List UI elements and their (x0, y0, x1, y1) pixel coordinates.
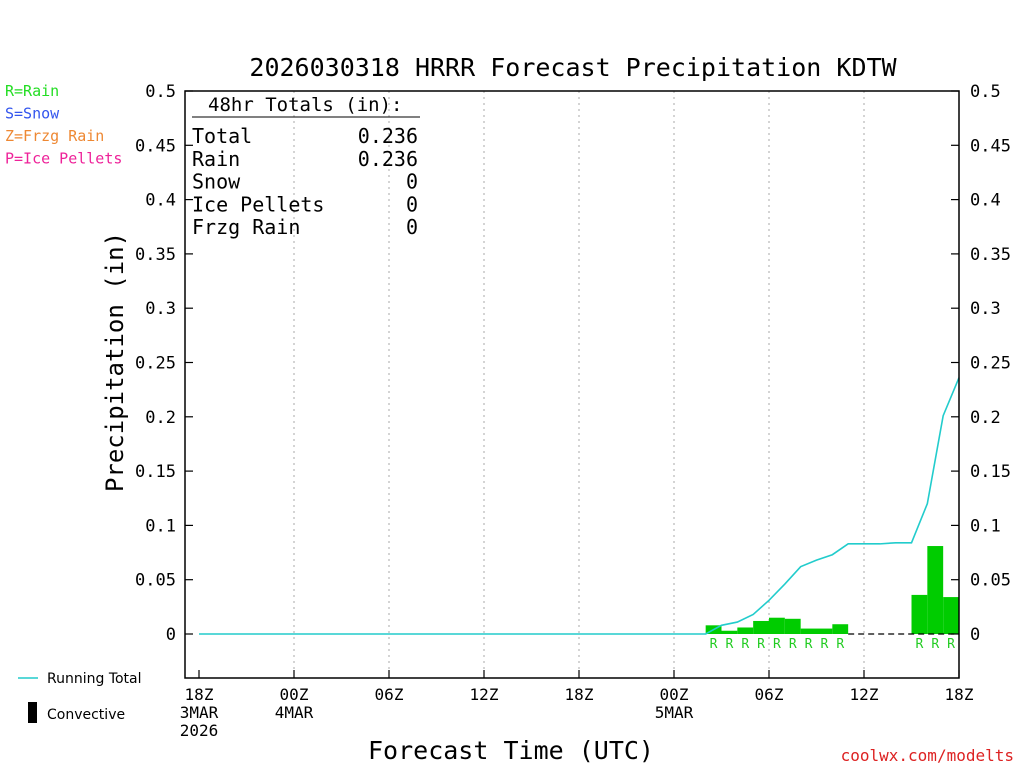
precip-bar (784, 618, 801, 634)
series-legend-label: Convective (47, 707, 125, 723)
ptype-mark: R (773, 637, 781, 652)
ptype-legend: R=Rain S=Snow Z=Frzg Rain P=Ice Pellets (5, 82, 122, 168)
plot-frame (184, 90, 960, 679)
totals-box: 48hr Totals (in): Total 0.236 Rain 0.236 Sno… (192, 94, 420, 239)
y-tick-label-left: 0.2 (145, 408, 176, 428)
totals-value: 0 (406, 215, 418, 239)
y-tick-label-right: 0.4 (970, 191, 1001, 211)
chart-title: 2026030318 HRRR Forecast Precipitation K… (249, 53, 897, 82)
x-tick-label: 06Z (755, 685, 784, 704)
y-tick-label-left: 0.05 (135, 571, 176, 591)
totals-label: Frzg Rain (192, 215, 300, 239)
totals-header: 48hr Totals (in): (208, 94, 402, 116)
grid-lines (293, 91, 865, 678)
y-tick-label-left: 0.25 (135, 354, 176, 374)
y-tick-label-right: 0.35 (970, 245, 1011, 265)
y-tick-label-right: 0.2 (970, 408, 1001, 428)
y-tick-label-left: 0.1 (145, 516, 176, 536)
x-tick-label: 2026 (180, 721, 219, 740)
y-tick-label-right: 0.5 (970, 82, 1001, 102)
totals-value: 0 (406, 192, 418, 216)
ptype-legend-item: Z=Frzg Rain (5, 127, 104, 145)
y-tick-label-left: 0.4 (145, 191, 176, 211)
precip-bar (927, 546, 944, 634)
precip-bar (800, 628, 817, 634)
precip-bar (832, 624, 849, 634)
y-tick-label-right: 0.3 (970, 299, 1001, 319)
precip-bar (769, 617, 785, 634)
y-tick-label-right: 0.15 (970, 462, 1011, 482)
totals-label: Ice Pellets (192, 192, 324, 216)
y-tick-label-right: 0.1 (970, 516, 1001, 536)
ptype-mark: R (836, 637, 844, 652)
precip-bars (705, 546, 959, 634)
x-tick-label: 18Z (565, 685, 594, 704)
ptype-mark: R (931, 637, 939, 652)
x-tick-label: 00Z (280, 685, 309, 704)
y-axis-right: 0 0.05 0.1 0.15 0.2 0.25 0.3 0.35 0.4 0.45 0.5 (951, 82, 1011, 645)
series-legend-label: Running Total (47, 671, 142, 687)
x-tick-label: 5MAR (655, 703, 694, 722)
totals-label: Snow (192, 170, 241, 194)
x-tick-label: 06Z (375, 685, 404, 704)
totals-value: 0.236 (358, 147, 418, 171)
totals-rows: Total 0.236 Rain 0.236 Snow 0 Ice Pellets 0 Frzg… (192, 124, 418, 239)
ptype-legend-item: S=Snow (5, 105, 60, 123)
y-tick-label-left: 0.45 (135, 136, 176, 156)
convective-legend-swatch (28, 702, 37, 723)
y-tick-label-left: 0.35 (135, 245, 176, 265)
series-legend: Running Total Convective (18, 671, 142, 723)
ptype-mark: R (805, 637, 813, 652)
totals-value: 0.236 (358, 124, 418, 148)
x-axis-label: Forecast Time (UTC) (368, 736, 654, 765)
x-tick-label: 18Z (945, 685, 974, 704)
credit-text: coolwx.com/modelts (841, 746, 1014, 765)
y-tick-label-left: 0.3 (145, 299, 176, 319)
ptype-mark: R (726, 637, 734, 652)
x-tick-label: 12Z (850, 685, 879, 704)
precip-bar (737, 627, 754, 634)
ptype-mark: R (789, 637, 797, 652)
y-axis-left: 0 0.05 0.1 0.15 0.2 0.25 0.3 0.35 0.4 0.45 0.5 (135, 82, 193, 645)
precip-bar (753, 620, 769, 634)
ptype-mark: R (710, 637, 718, 652)
y-tick-label-right: 0 (970, 625, 980, 645)
precip-bar (721, 630, 738, 634)
ptype-mark: R (916, 637, 924, 652)
precip-bar (943, 597, 959, 634)
totals-label: Total (192, 124, 252, 148)
ptype-legend-item: P=Ice Pellets (5, 150, 122, 168)
running-total-series (199, 377, 960, 635)
ptype-legend-item: R=Rain (5, 82, 59, 100)
y-axis-label: Precipitation (in) (101, 232, 129, 492)
ptype-mark: R (821, 637, 829, 652)
x-tick-label: 12Z (470, 685, 499, 704)
x-tick-label: 4MAR (275, 703, 314, 722)
x-tick-label: 18Z (185, 685, 214, 704)
y-tick-label-left: 0.5 (145, 82, 176, 102)
totals-value: 0 (406, 170, 418, 194)
y-tick-label-left: 0 (166, 625, 176, 645)
running-total-line (199, 377, 960, 635)
precip-bar (911, 594, 928, 634)
ptype-mark: R (741, 637, 749, 652)
x-tick-label: 3MAR (180, 703, 219, 722)
x-tick-label: 00Z (660, 685, 689, 704)
y-tick-label-left: 0.15 (135, 462, 176, 482)
ptype-mark: R (947, 637, 955, 652)
ptype-mark: R (757, 637, 765, 652)
precip-bar (816, 628, 833, 634)
y-tick-label-right: 0.05 (970, 571, 1011, 591)
y-tick-label-right: 0.45 (970, 136, 1011, 156)
totals-label: Rain (192, 147, 240, 171)
y-tick-label-right: 0.25 (970, 354, 1011, 374)
